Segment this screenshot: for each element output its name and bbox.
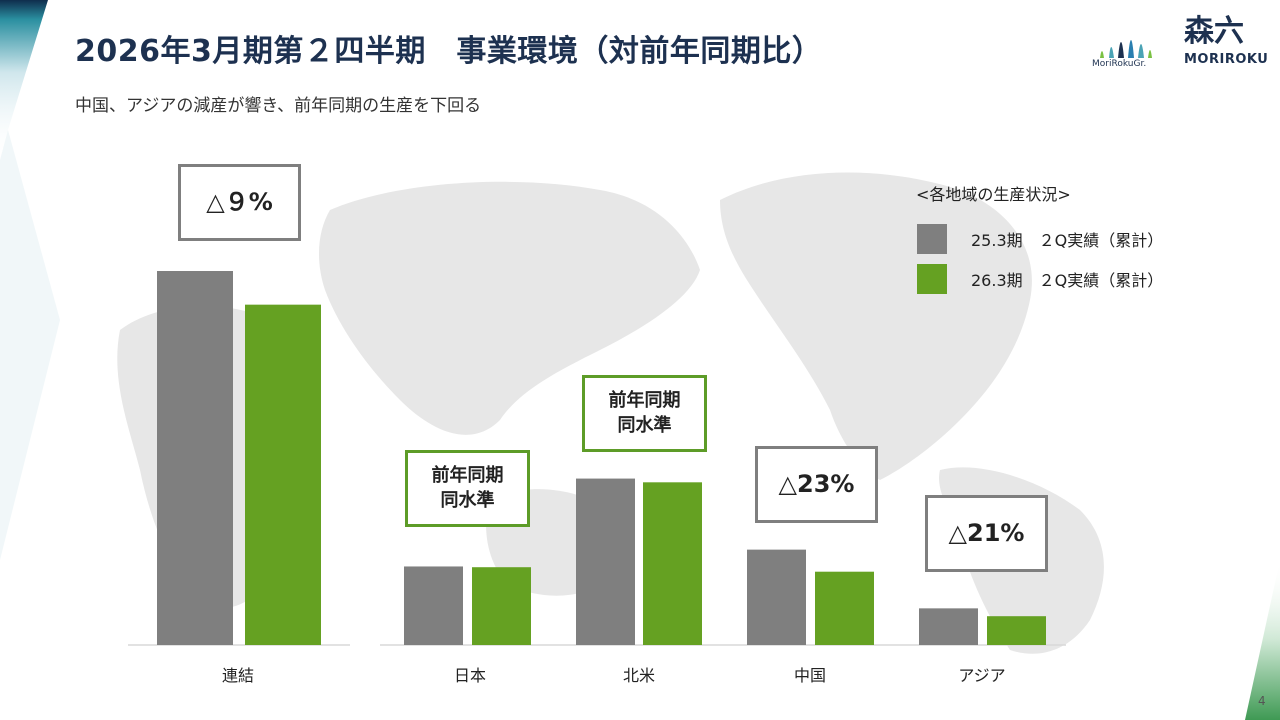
- callout-japan-change: 前年同期 同水準: [405, 450, 530, 527]
- category-label: 北米: [623, 666, 655, 685]
- callout-north-america-change: 前年同期 同水準: [582, 375, 707, 452]
- category-label: アジア: [958, 666, 1005, 685]
- bar-日本-previous: [404, 566, 463, 645]
- brand-mark: 森六: [1184, 14, 1244, 49]
- page-subtitle: 中国、アジアの減産が響き、前年同期の生産を下回る: [75, 96, 482, 116]
- legend-label-previous: 25.3期 ２Q実績（累計）: [971, 231, 1164, 250]
- callout-asia-change: △21%: [925, 495, 1048, 572]
- legend-swatch-green: [917, 264, 947, 294]
- bar-アジア-previous: [919, 608, 978, 645]
- bar-連結-previous: [157, 271, 233, 645]
- bar-北米-previous: [576, 478, 635, 645]
- moriroku-group-logo-icon: [1100, 40, 1152, 58]
- bar-連結-current: [245, 304, 321, 645]
- legend-label-current: 26.3期 ２Q実績（累計）: [971, 271, 1164, 290]
- category-label: 中国: [794, 666, 826, 685]
- bar-北米-current: [643, 482, 702, 645]
- callout-consolidated-change: △９%: [178, 164, 301, 241]
- page-number: 4: [1258, 694, 1266, 708]
- bar-中国-current: [815, 571, 874, 645]
- category-label: 連結: [222, 666, 254, 685]
- bar-アジア-current: [987, 616, 1046, 645]
- brand-text: MORIROKU: [1184, 52, 1269, 67]
- group-logo-text: MoriRokuGr.: [1092, 59, 1147, 69]
- category-label: 日本: [454, 666, 486, 685]
- bar-日本-current: [472, 567, 531, 645]
- callout-china-change: △23%: [755, 446, 878, 523]
- page-title: 2026年3月期第２四半期 事業環境（対前年同期比）: [75, 34, 823, 69]
- legend-item-previous: 25.3期 ２Q実績（累計）: [917, 224, 1163, 254]
- bar-中国-previous: [747, 549, 806, 645]
- legend-swatch-gray: [917, 224, 947, 254]
- legend-title: <各地域の生産状況>: [916, 185, 1071, 204]
- legend-item-current: 26.3期 ２Q実績（累計）: [917, 264, 1163, 294]
